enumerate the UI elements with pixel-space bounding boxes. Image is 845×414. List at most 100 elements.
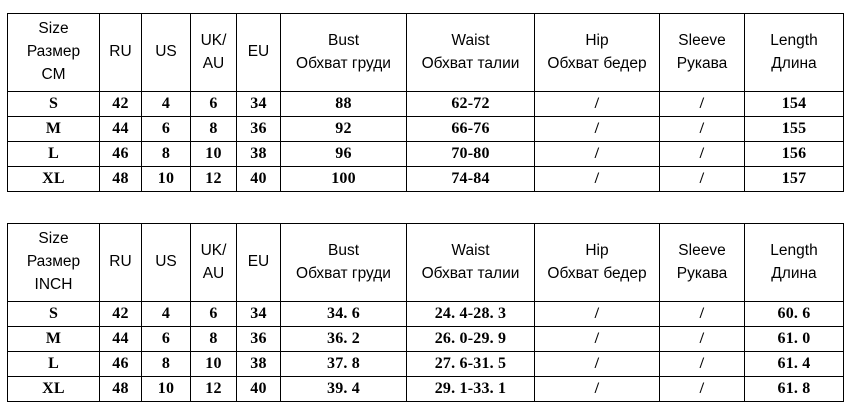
cell-ukau: 12 [190,166,237,192]
cell-ru: 46 [99,351,142,377]
cell-hip: / [534,141,660,167]
cell-bust: 92 [280,116,407,142]
cell-ukau: 6 [190,91,237,117]
table-row: M 44 6 8 36 36. 2 26. 0-29. 9//61. 0 [7,326,844,352]
cell-length: 156 [744,141,844,167]
column-header-size: Size Размер INCH [7,223,100,302]
column-header-sleeve: Sleeve Рукава [659,13,745,92]
cell-waist: 24. 4-28. 3 [406,301,535,327]
cell-us: 6 [141,326,191,352]
cell-sleeve: / [659,166,745,192]
cell-ru: 44 [99,116,142,142]
cell-ru: 46 [99,141,142,167]
cell-waist: 62-72 [406,91,535,117]
cell-size: M [7,116,100,142]
cell-ru: 48 [99,166,142,192]
column-header-us: US [141,13,191,92]
cell-size: S [7,301,100,327]
column-header-us: US [141,223,191,302]
cell-ru: 42 [99,91,142,117]
cell-hip: / [534,91,660,117]
cell-hip: / [534,301,660,327]
cell-sleeve: / [659,91,745,117]
table-row: XL 48 10 12 40 39. 4 29. 1-33. 1//61. 8 [7,376,844,402]
column-header-eu: EU [236,223,281,302]
cell-length: 61. 4 [744,351,844,377]
cell-length: 60. 6 [744,301,844,327]
table-row: S 42 4 6 34 88 62-72//154 [7,91,844,117]
cell-ru: 42 [99,301,142,327]
cell-size: S [7,91,100,117]
table-row: S 42 4 6 34 34. 6 24. 4-28. 3//60. 6 [7,301,844,327]
size-table-inch: Size Размер INCH RU US UK/ AU EU Bust Обхват … [7,223,844,402]
cell-sleeve: / [659,301,745,327]
cell-length: 157 [744,166,844,192]
header-row: Size Размер INCH RU US UK/ AU EU Bust Обхват … [7,223,844,302]
cell-sleeve: / [659,326,745,352]
cell-length: 155 [744,116,844,142]
size-table-cm: Size Размер CM RU US UK/ AU EU Bust Обхват гр… [7,13,844,192]
cell-eu: 38 [236,351,281,377]
cell-bust: 36. 2 [280,326,407,352]
cell-ukau: 10 [190,141,237,167]
cell-sleeve: / [659,376,745,402]
cell-length: 154 [744,91,844,117]
cell-ru: 48 [99,376,142,402]
cell-waist: 29. 1-33. 1 [406,376,535,402]
cell-bust: 100 [280,166,407,192]
cell-length: 61. 8 [744,376,844,402]
column-header-size: Size Размер CM [7,13,100,92]
cell-hip: / [534,166,660,192]
column-header-waist: Waist Обхват талии [406,13,535,92]
cell-waist: 66-76 [406,116,535,142]
cell-us: 10 [141,166,191,192]
column-header-ukau: UK/ AU [190,223,237,302]
cell-size: XL [7,376,100,402]
cell-hip: / [534,376,660,402]
cell-eu: 38 [236,141,281,167]
cell-waist: 27. 6-31. 5 [406,351,535,377]
cell-eu: 36 [236,326,281,352]
cell-ukau: 8 [190,116,237,142]
column-header-length: Length Длина [744,223,844,302]
cell-ukau: 10 [190,351,237,377]
cell-sleeve: / [659,141,745,167]
cell-size: L [7,351,100,377]
cell-us: 8 [141,351,191,377]
cell-waist: 70-80 [406,141,535,167]
cell-hip: / [534,326,660,352]
column-header-ru: RU [99,13,142,92]
cell-eu: 34 [236,301,281,327]
cell-hip: / [534,116,660,142]
column-header-waist: Waist Обхват талии [406,223,535,302]
cell-sleeve: / [659,351,745,377]
table-row: XL 48 10 12 40 100 74-84//157 [7,166,844,192]
column-header-bust: Bust Обхват груди [280,13,407,92]
table-row: L 46 8 10 38 37. 8 27. 6-31. 5//61. 4 [7,351,844,377]
cell-us: 6 [141,116,191,142]
cell-eu: 36 [236,116,281,142]
table-body-cm: S 42 4 6 34 88 62-72//154 M 44 6 8 36 92 66-76//155 L 4… [7,91,844,192]
column-header-eu: EU [236,13,281,92]
cell-eu: 40 [236,166,281,192]
header-row: Size Размер CM RU US UK/ AU EU Bust Обхват гр… [7,13,844,92]
cell-ru: 44 [99,326,142,352]
cell-sleeve: / [659,116,745,142]
cell-us: 4 [141,91,191,117]
cell-ukau: 12 [190,376,237,402]
table-row: M 44 6 8 36 92 66-76//155 [7,116,844,142]
cell-us: 10 [141,376,191,402]
table-header-inch: Size Размер INCH RU US UK/ AU EU Bust Обхват … [7,223,844,302]
cell-bust: 37. 8 [280,351,407,377]
cell-size: M [7,326,100,352]
table-header-cm: Size Размер CM RU US UK/ AU EU Bust Обхват гр… [7,13,844,92]
column-header-hip: Hip Обхват бедер [534,223,660,302]
column-header-hip: Hip Обхват бедер [534,13,660,92]
table-body-inch: S 42 4 6 34 34. 6 24. 4-28. 3//60. 6 M 44 6 8 36 36.… [7,301,844,402]
cell-size: L [7,141,100,167]
column-header-ru: RU [99,223,142,302]
cell-eu: 34 [236,91,281,117]
cell-length: 61. 0 [744,326,844,352]
column-header-sleeve: Sleeve Рукава [659,223,745,302]
